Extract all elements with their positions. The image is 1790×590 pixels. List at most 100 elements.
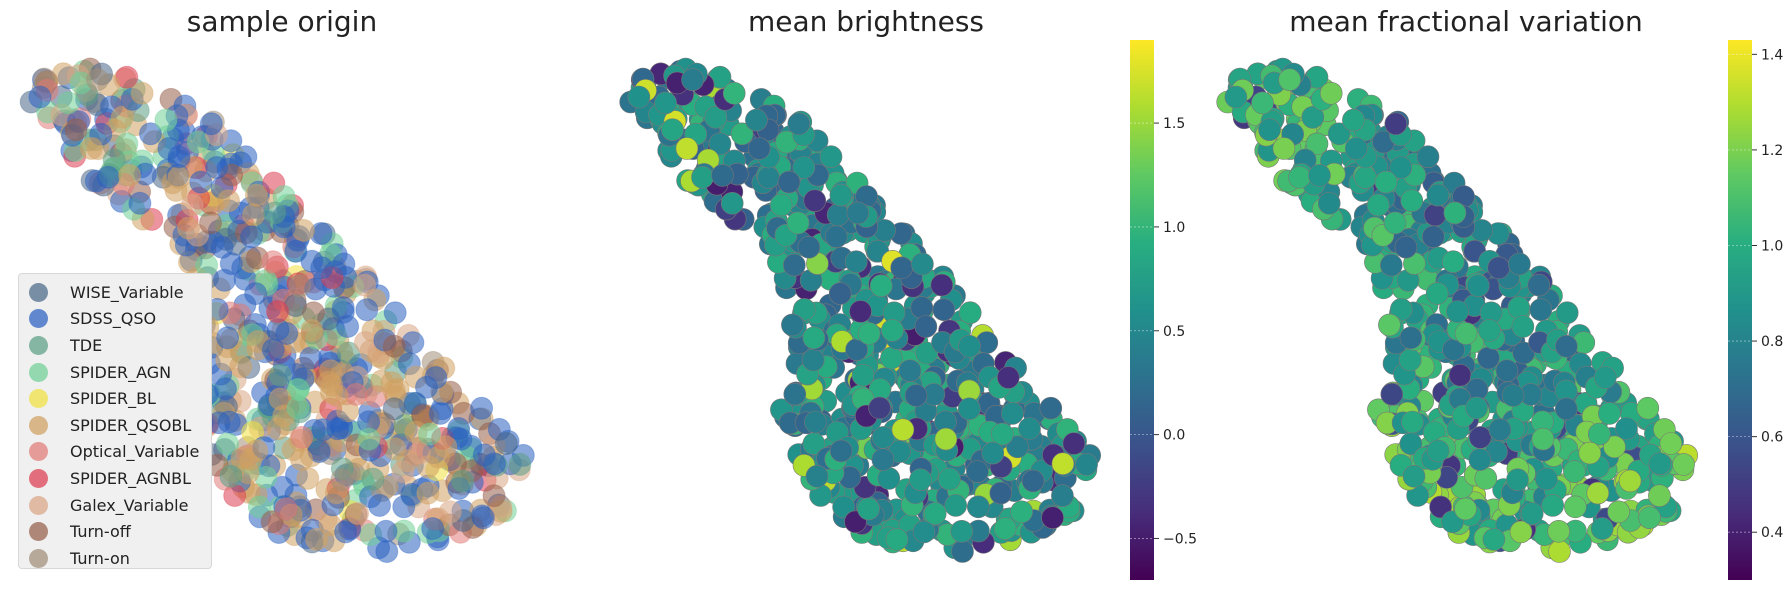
legend-swatch bbox=[29, 442, 48, 462]
scatter-point bbox=[1398, 348, 1422, 372]
scatter-point bbox=[1478, 319, 1501, 342]
scatter-point bbox=[355, 298, 379, 322]
colorbar-tick-label: 0.5 bbox=[1163, 324, 1185, 340]
scatter-point bbox=[245, 439, 269, 463]
scatter-point bbox=[910, 296, 934, 319]
scatter-point bbox=[291, 218, 315, 242]
scatter-point bbox=[244, 282, 268, 306]
colorbar-tick-label: 1.5 bbox=[1163, 116, 1185, 132]
scatter-point bbox=[1006, 435, 1029, 459]
colorbar-gradient bbox=[1130, 40, 1154, 580]
scatter-point bbox=[299, 346, 323, 370]
legend-label: TDE bbox=[70, 335, 103, 355]
colorbar-tick-label: 1.0 bbox=[1163, 220, 1185, 236]
scatter-point bbox=[79, 137, 103, 160]
scatter-point bbox=[871, 448, 895, 471]
scatter-point bbox=[407, 441, 431, 465]
scatter-point bbox=[1636, 396, 1660, 420]
scatter-point bbox=[804, 410, 827, 434]
legend: WISE_Variable SDSS_QSO TDE SPIDER_AGN SPIDER… bbox=[18, 273, 212, 569]
scatter-point bbox=[284, 239, 308, 263]
scatter-point bbox=[305, 527, 329, 551]
colorbar-tick-label: 1.2 bbox=[1761, 143, 1783, 159]
scatter-point bbox=[914, 315, 938, 338]
colorbar-tick-label: 1.0 bbox=[1761, 238, 1783, 254]
scatter-point bbox=[1018, 417, 1041, 440]
scatter-point bbox=[745, 108, 768, 132]
legend-swatch bbox=[29, 548, 48, 568]
scatter-point bbox=[911, 252, 934, 276]
scatter-point bbox=[331, 296, 355, 320]
scatter-point bbox=[1607, 500, 1630, 524]
scatter-point bbox=[730, 122, 754, 146]
scatter-point bbox=[110, 105, 134, 129]
panel-mean-fractional-variation: mean fractional variation 0.4 0.6 0.8 1.0 1.… bbox=[1216, 5, 1783, 580]
scatter-point bbox=[1508, 252, 1531, 276]
scatter-point bbox=[1495, 359, 1519, 383]
scatter-point bbox=[1454, 322, 1478, 345]
scatter-point bbox=[990, 422, 1014, 446]
scatter-point bbox=[1402, 464, 1426, 488]
legend-swatch bbox=[29, 495, 48, 515]
legend-label: SPIDER_AGN bbox=[70, 362, 172, 382]
scatter-point bbox=[802, 326, 826, 350]
scatter-point bbox=[805, 464, 829, 488]
scatter-point bbox=[819, 145, 843, 168]
scatter-point bbox=[1488, 418, 1512, 442]
legend-swatch bbox=[29, 362, 48, 382]
scatter-point bbox=[1512, 341, 1535, 365]
scatter-point bbox=[1468, 448, 1492, 471]
scatter-point bbox=[829, 183, 853, 207]
scatter-point bbox=[1507, 296, 1531, 319]
scatter-point bbox=[691, 166, 714, 189]
scatter-point bbox=[64, 118, 88, 142]
scatter-point bbox=[1615, 417, 1638, 440]
scatter-point bbox=[357, 427, 381, 451]
legend-item: Galex_Variable bbox=[29, 492, 211, 519]
legend-label: Galex_Variable bbox=[70, 495, 189, 515]
scatter-point bbox=[981, 441, 1005, 465]
scatter-point bbox=[1563, 460, 1586, 483]
scatter-point bbox=[1588, 422, 1611, 446]
scatter-point bbox=[1272, 137, 1296, 160]
scatter-point bbox=[934, 427, 958, 451]
scatter-point bbox=[215, 348, 239, 372]
scatter-point bbox=[1529, 298, 1553, 322]
scatter-point bbox=[268, 363, 292, 387]
scatter-point bbox=[290, 448, 313, 472]
colorbar-gradient bbox=[1728, 40, 1752, 580]
scatter-point bbox=[1394, 235, 1418, 259]
scatter-point bbox=[244, 183, 268, 207]
scatter-point bbox=[1383, 211, 1407, 235]
scatter-point bbox=[1541, 494, 1564, 517]
scatter-point bbox=[1380, 382, 1404, 406]
title-mean-fractional-variation: mean fractional variation bbox=[1289, 5, 1643, 38]
scatter-point bbox=[167, 166, 191, 190]
scatter-point bbox=[1051, 484, 1074, 508]
scatter-point bbox=[782, 253, 806, 277]
legend-item: SDSS_QSO bbox=[29, 306, 211, 333]
scatter-point bbox=[199, 211, 222, 235]
scatter-point bbox=[777, 170, 801, 194]
scatter-point bbox=[787, 112, 811, 136]
scatter-point bbox=[801, 348, 825, 372]
scatter-point bbox=[828, 282, 852, 305]
scatter-point bbox=[1389, 156, 1413, 179]
legend-swatch bbox=[29, 389, 48, 409]
scatter-point bbox=[424, 366, 448, 389]
scatter-point bbox=[416, 481, 440, 505]
scatter-point bbox=[210, 235, 234, 259]
legend-item: Turn-on bbox=[29, 545, 211, 572]
scatter-point bbox=[434, 435, 458, 459]
scatter-point bbox=[803, 189, 827, 212]
scatter-point bbox=[1301, 106, 1325, 129]
scatter-point bbox=[418, 422, 441, 446]
scatter-point bbox=[1506, 468, 1529, 492]
scatter-point bbox=[944, 494, 968, 517]
scatter-point bbox=[1429, 495, 1452, 519]
scatter-point bbox=[1578, 441, 1602, 465]
legend-item: Optical_Variable bbox=[29, 439, 211, 466]
scatter-point bbox=[219, 464, 243, 488]
legend-label: Turn-on bbox=[70, 548, 130, 568]
